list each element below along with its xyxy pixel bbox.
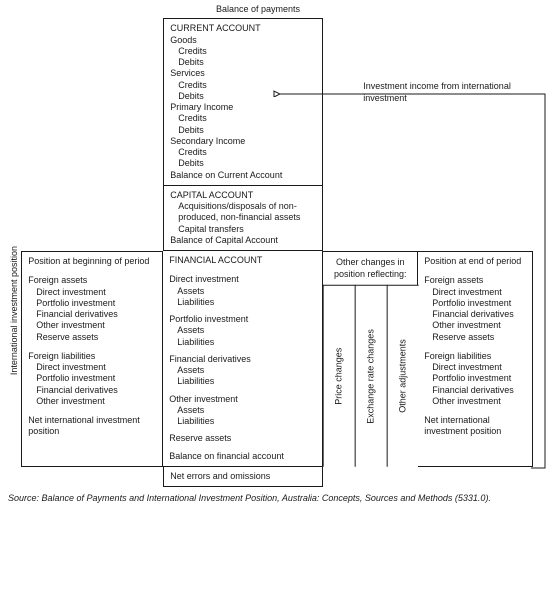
oc-col-1: Exchange rate changes: [355, 285, 387, 467]
pe-fl-2: Financial derivatives: [424, 385, 526, 396]
pe-net: Net international investment position: [424, 415, 526, 438]
spacer: [21, 186, 163, 251]
spacer: [21, 18, 163, 186]
position-begin-box: Position at beginning of period Foreign …: [21, 251, 163, 467]
other-changes-box: Other changes in position reflecting: Pr…: [323, 251, 418, 467]
pe-head: Position at end of period: [424, 256, 526, 267]
oc-head: Other changes in position reflecting:: [323, 251, 418, 285]
diagram-grid: Investment income from international inv…: [21, 18, 544, 487]
pe-fa-3: Other investment: [424, 320, 526, 331]
row-capital-account: CAPITAL ACCOUNT Acquisitions/disposals o…: [21, 186, 544, 251]
current-account-box: CURRENT ACCOUNT Goods Credits Debits Ser…: [163, 18, 323, 186]
net-errors-box: Net errors and omissions: [163, 467, 323, 487]
ca-g2-i0: Credits: [170, 113, 316, 124]
pb-head: Position at beginning of period: [28, 256, 156, 267]
cap-i1: Capital transfers: [170, 224, 316, 235]
ca-g3: Secondary Income: [170, 136, 316, 147]
pb-fl-1: Portfolio investment: [28, 373, 156, 384]
fa-g0: Direct investment: [169, 274, 316, 285]
fa-g0-i0: Assets: [169, 286, 316, 297]
row-net-errors: Net errors and omissions: [21, 467, 544, 487]
pe-fl-3: Other investment: [424, 396, 526, 407]
ca-head: CURRENT ACCOUNT: [170, 23, 316, 34]
ca-g2-i1: Debits: [170, 125, 316, 136]
ca-g3-i0: Credits: [170, 147, 316, 158]
cap-head: CAPITAL ACCOUNT: [170, 190, 316, 201]
fa-g2-i0: Assets: [169, 365, 316, 376]
pb-fl-head: Foreign liabilities: [28, 351, 156, 362]
pe-fl-head: Foreign liabilities: [424, 351, 526, 362]
ca-g1-i0: Credits: [170, 80, 316, 91]
pb-fl-2: Financial derivatives: [28, 385, 156, 396]
diagram-wrap: International investment position Invest…: [8, 18, 544, 487]
fa-g0-i1: Liabilities: [169, 297, 316, 308]
row-main: Position at beginning of period Foreign …: [21, 251, 544, 467]
pb-fa-0: Direct investment: [28, 287, 156, 298]
fa-g3-i1: Liabilities: [169, 416, 316, 427]
page-title: Balance of payments: [178, 4, 338, 15]
ca-g0: Goods: [170, 35, 316, 46]
oc-subrow: Price changes Exchange rate changes Othe…: [323, 285, 418, 467]
ca-g0-i0: Credits: [170, 46, 316, 57]
fa-g1-i1: Liabilities: [169, 337, 316, 348]
pb-fa-4: Reserve assets: [28, 332, 156, 343]
pe-fl-0: Direct investment: [424, 362, 526, 373]
pb-net: Net international investment position: [28, 415, 156, 438]
fa-g2-i1: Liabilities: [169, 376, 316, 387]
pb-fl-0: Direct investment: [28, 362, 156, 373]
ca-g3-i1: Debits: [170, 158, 316, 169]
fa-balance: Balance on financial account: [169, 451, 316, 462]
spacer: [21, 467, 163, 487]
pb-fa-head: Foreign assets: [28, 275, 156, 286]
position-end-box: Position at end of period Foreign assets…: [418, 251, 533, 467]
ca-g0-i1: Debits: [170, 57, 316, 68]
ca-g1: Services: [170, 68, 316, 79]
pb-fa-3: Other investment: [28, 320, 156, 331]
pb-fa-2: Financial derivatives: [28, 309, 156, 320]
fa-g1: Portfolio investment: [169, 314, 316, 325]
side-axis-label: International investment position: [8, 244, 21, 377]
fa-g3-i0: Assets: [169, 405, 316, 416]
cap-i0: Acquisitions/disposals of non-produced, …: [170, 201, 316, 224]
pe-fa-4: Reserve assets: [424, 332, 526, 343]
financial-account-box: FINANCIAL ACCOUNT Direct investment Asse…: [163, 251, 323, 467]
cap-balance: Balance of Capital Account: [170, 235, 316, 246]
pb-fa-1: Portfolio investment: [28, 298, 156, 309]
fa-head: FINANCIAL ACCOUNT: [169, 255, 316, 266]
arrow-label: Investment income from international inv…: [363, 81, 544, 104]
ca-g2: Primary Income: [170, 102, 316, 113]
source-citation: Source: Balance of Payments and Internat…: [8, 493, 544, 504]
ca-balance: Balance on Current Account: [170, 170, 316, 181]
fa-g3: Other investment: [169, 394, 316, 405]
pe-fl-1: Portfolio investment: [424, 373, 526, 384]
pe-fa-2: Financial derivatives: [424, 309, 526, 320]
pe-fa-0: Direct investment: [424, 287, 526, 298]
pe-fa-head: Foreign assets: [424, 275, 526, 286]
oc-col-2: Other adjustments: [387, 285, 419, 467]
fa-reserve: Reserve assets: [169, 433, 316, 444]
oc-col-0: Price changes: [323, 285, 355, 467]
fa-g1-i0: Assets: [169, 325, 316, 336]
capital-account-box: CAPITAL ACCOUNT Acquisitions/disposals o…: [163, 186, 323, 251]
pe-fa-1: Portfolio investment: [424, 298, 526, 309]
pb-fl-3: Other investment: [28, 396, 156, 407]
ca-g1-i1: Debits: [170, 91, 316, 102]
fa-g2: Financial derivatives: [169, 354, 316, 365]
